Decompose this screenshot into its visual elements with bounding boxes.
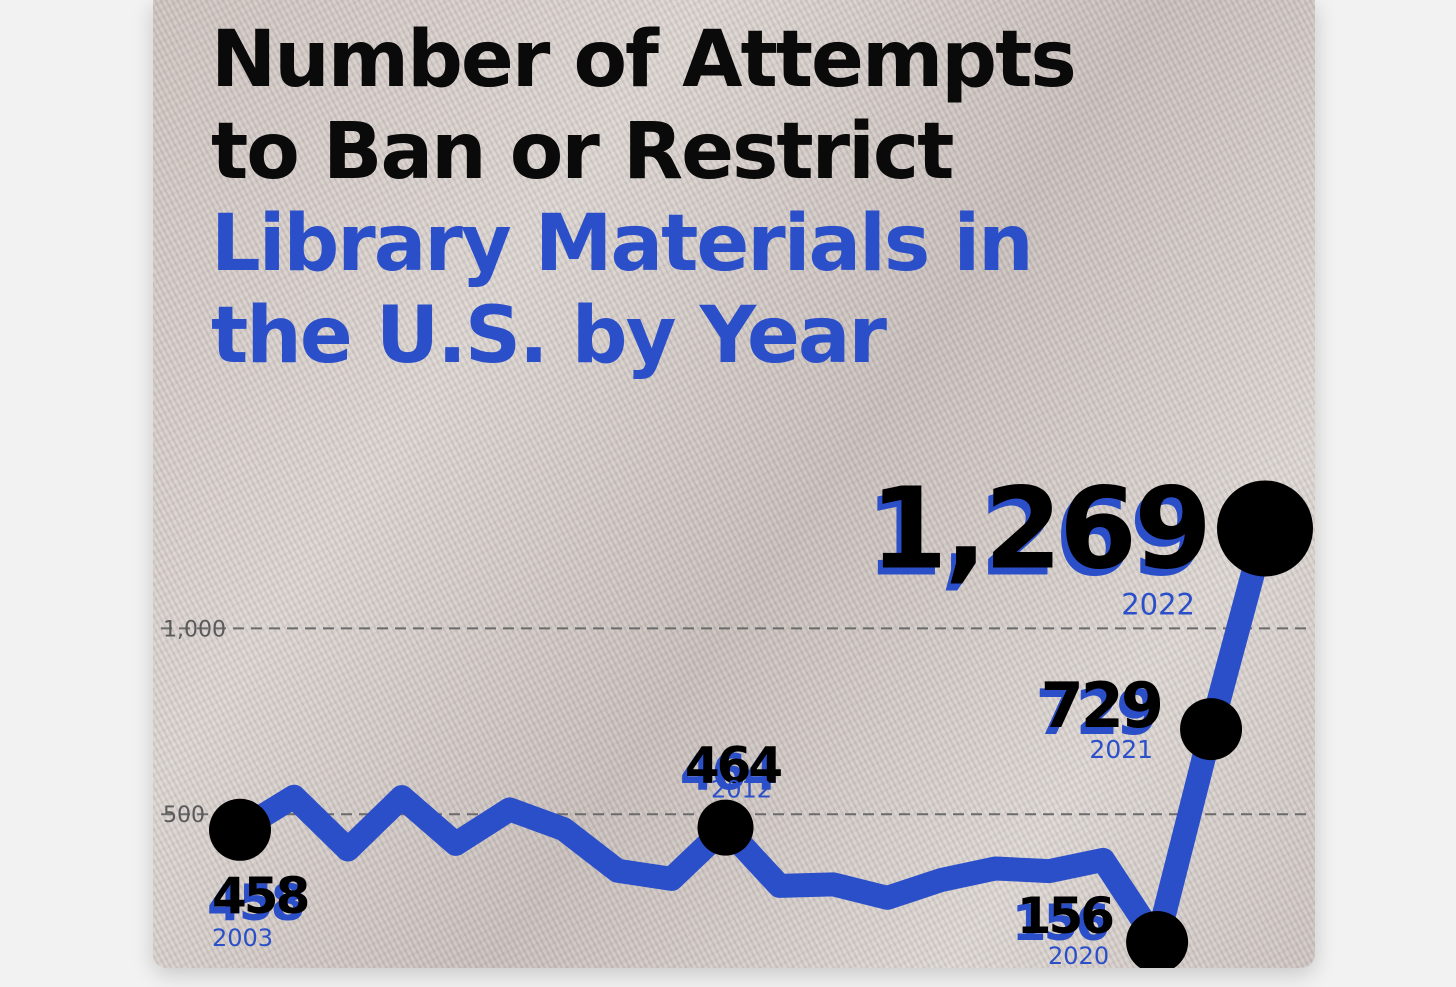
series-line [228,516,1277,954]
year-label-2020: 2020 [1048,942,1109,968]
value-label-2003: 458 [212,867,308,925]
value-label-shadow-2022: 1,269 [865,471,1204,601]
value-label-shadow-2003: 458 [207,874,303,932]
value-label-2021: 729 [1041,669,1161,742]
y-tick-label-500: 500 [163,803,205,828]
value-label-2020: 156 [1017,887,1114,945]
title-line-2: to Ban or Restrict [211,107,954,197]
year-label-2021: 2021 [1089,735,1153,764]
year-label-2012: 2012 [711,776,772,804]
value-label-2022: 1,269 [870,464,1209,594]
value-label-shadow-2020: 156 [1012,894,1109,952]
title-line-1: Number of Attempts [211,15,1077,105]
chart-title: Number of Attempts to Ban or Restrict Li… [211,14,1077,382]
point-marker-2003 [209,798,271,861]
point-marker-2021 [1180,698,1243,761]
point-marker-2012 [697,799,754,856]
y-tick-label-1000: 1,000 [163,617,226,642]
value-label-shadow-2012: 464 [680,744,777,802]
point-marker-2020 [1126,911,1189,968]
year-label-2003: 2003 [212,924,273,952]
chart-card: Number of Attempts to Ban or Restrict Li… [153,0,1315,968]
value-label-shadow-2021: 729 [1036,676,1156,749]
title-line-4: the U.S. by Year [211,291,887,381]
title-line-3: Library Materials in [211,199,1034,289]
year-label-2022: 2022 [1121,587,1195,621]
point-marker-2022 [1217,480,1313,577]
value-label-2012: 464 [685,737,782,795]
